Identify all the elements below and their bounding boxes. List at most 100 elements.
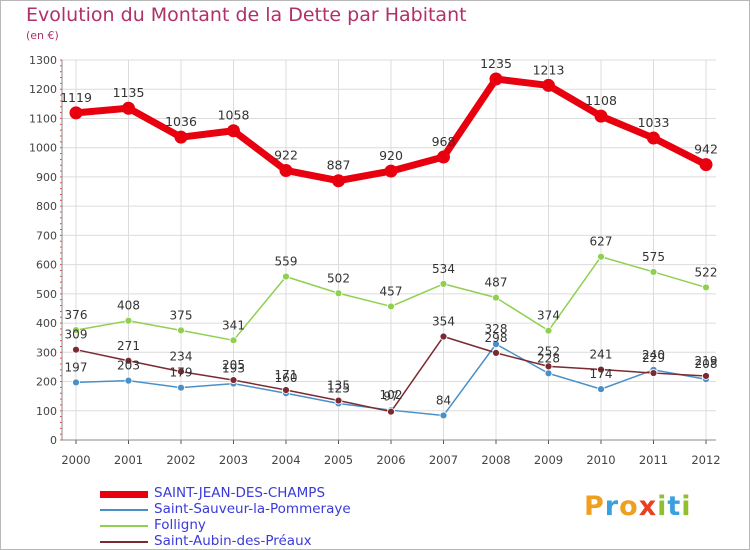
series-point-2 [544, 326, 553, 335]
data-label: 125 [327, 381, 350, 395]
y-tick-label: 100 [36, 405, 57, 418]
data-label: 205 [222, 358, 245, 372]
y-tick-label: 1100 [29, 112, 57, 125]
series-point-2 [334, 289, 343, 298]
data-label: 102 [380, 388, 403, 402]
series-point-3 [177, 367, 185, 376]
data-label: 135 [327, 379, 350, 393]
series-point-0 [332, 174, 345, 188]
data-label: 228 [537, 351, 560, 365]
series-point-2 [124, 316, 133, 325]
series-point-3 [649, 369, 658, 377]
series-point-1 [492, 340, 500, 349]
data-label: 522 [695, 265, 718, 279]
x-tick-label: 2011 [639, 453, 668, 467]
series-point-0 [647, 131, 660, 145]
x-tick-label: 2008 [481, 453, 510, 467]
series-point-0 [699, 158, 713, 172]
x-tick-label: 2010 [586, 453, 615, 467]
data-label: 193 [222, 362, 245, 376]
logo-letter: P [584, 491, 605, 522]
data-label: 375 [170, 308, 193, 322]
data-label: 171 [275, 368, 298, 382]
y-tick-label: 200 [36, 376, 57, 389]
x-tick-label: 2007 [429, 453, 458, 467]
data-label: 1213 [533, 62, 565, 77]
logo-letter: i [657, 491, 668, 522]
chart-title: Evolution du Montant de la Dette par Hab… [26, 4, 467, 26]
series-point-1 [597, 385, 605, 394]
legend-label: Saint-Aubin-des-Préaux [154, 533, 312, 549]
x-tick-label: 2002 [166, 453, 195, 467]
series-point-3 [229, 376, 238, 384]
legend-swatch [100, 509, 148, 511]
data-label: 341 [222, 318, 245, 332]
y-tick-label: 400 [36, 317, 57, 330]
series-point-0 [122, 101, 135, 115]
y-tick-label: 1200 [29, 83, 57, 96]
series-point-0 [542, 78, 555, 92]
data-label: 179 [170, 366, 193, 380]
data-label: 241 [590, 348, 613, 362]
data-label: 252 [537, 344, 560, 358]
series-point-1 [439, 411, 448, 420]
legend-label: Saint-Sauveur-la-Pommeraye [154, 501, 351, 517]
series-point-2 [649, 268, 658, 276]
series-point-1 [177, 383, 185, 392]
series-point-3 [282, 386, 290, 394]
data-label: 1119 [60, 90, 92, 105]
series-point-3 [387, 407, 395, 416]
series-point-0 [594, 109, 608, 123]
data-label: 84 [436, 393, 451, 407]
series-point-2 [702, 283, 710, 292]
data-label: 271 [117, 339, 140, 353]
data-label: 487 [485, 276, 508, 290]
data-label: 219 [695, 354, 718, 368]
x-tick-label: 2009 [534, 453, 563, 467]
series-point-2 [597, 252, 605, 261]
series-point-3 [72, 345, 80, 354]
series-point-2 [439, 280, 448, 288]
series-point-1 [544, 369, 553, 378]
legend-swatch [100, 525, 148, 527]
data-label: 203 [117, 359, 140, 373]
x-tick-label: 2006 [376, 453, 405, 467]
data-label: 534 [432, 262, 455, 276]
series-point-3 [492, 348, 500, 357]
y-tick-label: 1000 [29, 142, 57, 155]
data-label: 887 [327, 158, 351, 173]
series-point-0 [227, 124, 240, 138]
x-tick-label: 2000 [61, 453, 90, 467]
proxiti-logo: Proxiti [584, 491, 692, 522]
y-tick-label: 800 [36, 200, 57, 213]
x-tick-label: 2003 [219, 453, 248, 467]
data-label: 298 [485, 331, 508, 345]
data-label: 354 [432, 315, 455, 329]
data-label: 942 [694, 142, 718, 157]
x-tick-label: 2001 [114, 453, 143, 467]
logo-letter: r [604, 491, 620, 522]
data-label: 197 [65, 360, 88, 374]
y-tick-label: 1300 [29, 54, 57, 67]
series-point-0 [489, 72, 503, 86]
data-label: 1036 [165, 114, 197, 129]
series-point-0 [279, 163, 293, 177]
data-label: 160 [275, 371, 298, 385]
data-label: 208 [695, 357, 718, 371]
series-point-2 [177, 326, 185, 335]
series-point-3 [597, 365, 605, 374]
data-label: 502 [327, 271, 350, 285]
series-point-2 [492, 293, 500, 302]
series-point-3 [124, 356, 133, 365]
series-point-0 [437, 150, 450, 164]
data-label: 234 [170, 350, 193, 364]
logo-letter: x [638, 491, 658, 522]
data-label: 174 [590, 367, 613, 381]
y-tick-label: 900 [36, 171, 57, 184]
x-tick-label: 2004 [271, 453, 300, 467]
series-point-2 [387, 302, 395, 311]
series-point-3 [544, 362, 553, 371]
data-label: 328 [485, 322, 508, 336]
x-tick-label: 2012 [691, 453, 720, 467]
